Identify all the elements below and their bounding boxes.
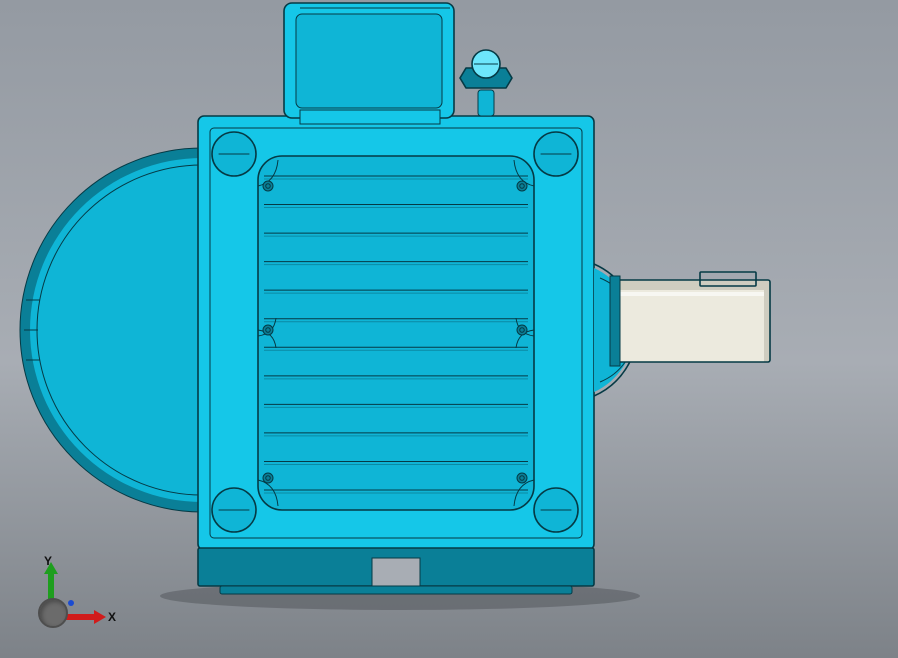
cable-gland [460,50,512,116]
motor-model[interactable] [0,0,898,658]
y-axis-label: Y [44,554,52,568]
view-orientation-triad[interactable]: X Y [20,558,100,638]
motor-frame [198,116,594,550]
fin-panel [258,156,534,510]
triad-origin-icon [38,598,68,628]
mounting-feet [198,548,594,594]
x-axis-label: X [108,610,116,624]
terminal-box [284,3,454,124]
cad-viewport[interactable]: X Y [0,0,898,658]
output-shaft [610,272,770,366]
z-axis-icon [68,600,74,606]
